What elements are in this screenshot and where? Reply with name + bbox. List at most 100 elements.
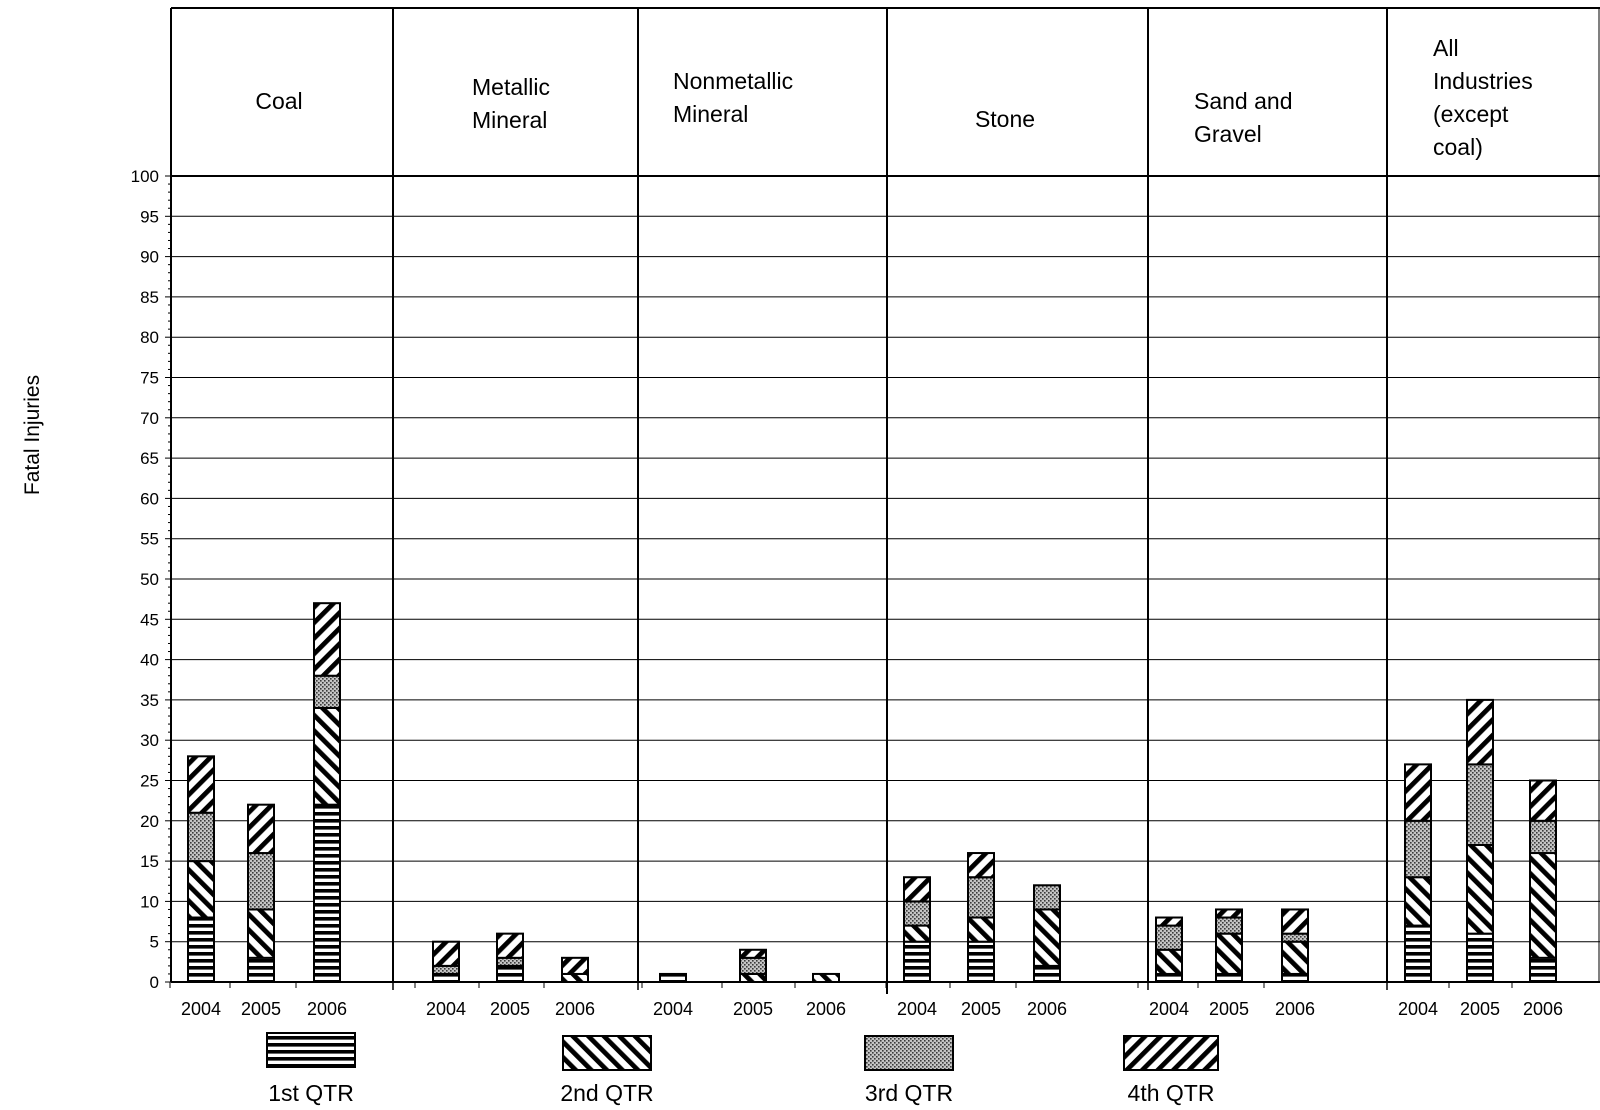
bar-segment-sand-and-gravel-2004-1st-qtr — [1155, 972, 1183, 984]
bar-segment-stone-2006-2nd-qtr — [1033, 908, 1061, 967]
group-header-line: Coal — [255, 88, 302, 114]
bar-segment-all-industries-except-coal-2004-1st-qtr — [1404, 924, 1432, 984]
bar-segment-all-industries-except-coal-2004-2nd-qtr — [1404, 876, 1432, 927]
bar-segment-sand-and-gravel-2004-2nd-qtr — [1155, 948, 1183, 975]
bar-segment-coal-2004-4th-qtr — [187, 755, 215, 814]
x-tick-label-2005: 2005 — [241, 999, 281, 1019]
bar-segment-stone-2004-2nd-qtr — [903, 924, 931, 943]
bar-segment-all-industries-except-coal-2005-2nd-qtr — [1466, 843, 1494, 935]
bar-segment-coal-2005-3rd-qtr — [247, 852, 275, 911]
group-header-line: Mineral — [673, 101, 748, 127]
y-axis: 0 5 10 15 20 25 30 35 40 45 50 55 60 65 70 75 80 85 90 95 10… — [131, 167, 171, 992]
bar-segment-all-industries-except-coal-2006-3rd-qtr — [1529, 819, 1557, 855]
bar-segment-metallic-mineral-2004-3rd-qtr — [432, 964, 460, 975]
group-headers: Coal Metallic Mineral Nonmetallic Mineral Sto… — [255, 35, 1532, 160]
group-header-stone: Stone — [975, 106, 1035, 132]
legend: 1st QTR 2nd QTR 3rd QTR 4th QTR — [266, 1032, 1219, 1106]
group-header-coal: Coal — [255, 88, 302, 114]
y-tick-label: 100 — [131, 167, 159, 186]
x-tick-label-2004: 2004 — [426, 999, 466, 1019]
y-tick-label: 15 — [140, 852, 159, 871]
legend-swatch-1st-qtr — [266, 1032, 356, 1068]
y-tick-label: 5 — [150, 933, 159, 952]
bar-segment-metallic-mineral-2004-1st-qtr — [432, 972, 460, 984]
bar-segment-all-industries-except-coal-2006-4th-qtr — [1529, 779, 1557, 822]
group-header-line: Stone — [975, 106, 1035, 132]
bar-segment-sand-and-gravel-2006-4th-qtr — [1281, 908, 1309, 935]
y-tick-label: 95 — [140, 207, 159, 226]
y-tick-label: 85 — [140, 288, 159, 307]
x-tick-label-2005: 2005 — [961, 999, 1001, 1019]
chart-frame — [170, 7, 1600, 994]
x-tick-label-2005: 2005 — [1209, 999, 1249, 1019]
group-header-line: Sand and — [1194, 88, 1292, 114]
bar-segment-coal-2004-2nd-qtr — [187, 860, 215, 919]
group-header-line: Nonmetallic — [673, 68, 793, 94]
y-tick-label: 80 — [140, 328, 159, 347]
bar-segment-all-industries-except-coal-2005-4th-qtr — [1466, 698, 1494, 766]
legend-label-1st-qtr: 1st QTR — [268, 1080, 354, 1106]
y-tick-label: 50 — [140, 570, 159, 589]
x-tick-label-2006: 2006 — [307, 999, 347, 1019]
x-tick-label-2004: 2004 — [1149, 999, 1189, 1019]
x-tick-label-2006: 2006 — [1027, 999, 1067, 1019]
bar-segment-stone-2004-3rd-qtr — [903, 900, 931, 927]
y-tick-label: 75 — [140, 369, 159, 388]
x-tick-label-2005: 2005 — [1460, 999, 1500, 1019]
bar-segment-coal-2006-1st-qtr — [313, 803, 341, 983]
group-header-line: (except — [1433, 101, 1509, 127]
x-tick-label-2006: 2006 — [1523, 999, 1563, 1019]
bar-segment-all-industries-except-coal-2006-2nd-qtr — [1529, 852, 1557, 959]
y-tick-label: 70 — [140, 409, 159, 428]
y-tick-label: 20 — [140, 812, 159, 831]
x-axis: 2004 2005 2006 2004 2005 2006 2004 2005 2006 2004… — [169, 982, 1563, 1019]
gridlines — [171, 175, 1600, 943]
bar-segment-sand-and-gravel-2005-1st-qtr — [1215, 972, 1243, 984]
bar-segment-metallic-mineral-2005-1st-qtr — [496, 964, 524, 984]
group-header-line: Mineral — [472, 107, 547, 133]
bar-segment-metallic-mineral-2005-4th-qtr — [496, 932, 524, 959]
x-tick-label-2006: 2006 — [555, 999, 595, 1019]
legend-label-2nd-qtr: 2nd QTR — [560, 1080, 653, 1106]
bar-segment-stone-2005-4th-qtr — [967, 852, 995, 879]
x-tick-label-2004: 2004 — [897, 999, 937, 1019]
bar-segment-metallic-mineral-2006-2nd-qtr — [561, 972, 589, 984]
bar-segment-all-industries-except-coal-2004-3rd-qtr — [1404, 819, 1432, 879]
bar-segment-coal-2005-1st-qtr — [247, 956, 275, 984]
bar-segment-sand-and-gravel-2006-3rd-qtr — [1281, 932, 1309, 943]
y-tick-label: 40 — [140, 651, 159, 670]
bar-segment-sand-and-gravel-2005-3rd-qtr — [1215, 916, 1243, 935]
bar-segment-stone-2005-1st-qtr — [967, 940, 995, 984]
bar-segment-sand-and-gravel-2004-3rd-qtr — [1155, 924, 1183, 951]
bar-segment-coal-2006-3rd-qtr — [313, 674, 341, 709]
group-header-sand-and-gravel: Sand and Gravel — [1194, 88, 1292, 147]
y-tick-label: 30 — [140, 731, 159, 750]
y-tick-label: 35 — [140, 691, 159, 710]
legend-swatch-3rd-qtr — [864, 1035, 954, 1071]
legend-swatch-2nd-qtr — [562, 1035, 652, 1071]
legend-label-4th-qtr: 4th QTR — [1128, 1080, 1215, 1106]
bar-segment-stone-2005-3rd-qtr — [967, 876, 995, 919]
bar-segment-stone-2004-1st-qtr — [903, 940, 931, 984]
y-tick-label: 65 — [140, 449, 159, 468]
bar-segment-nonmetallic-mineral-2005-2nd-qtr — [739, 972, 767, 984]
bar-segment-sand-and-gravel-2006-1st-qtr — [1281, 972, 1309, 984]
bar-segment-coal-2005-4th-qtr — [247, 803, 275, 855]
bar-segment-all-industries-except-coal-2005-3rd-qtr — [1466, 763, 1494, 846]
bar-segment-metallic-mineral-2006-4th-qtr — [561, 956, 589, 975]
y-tick-label: 25 — [140, 772, 159, 791]
x-tick-label-2005: 2005 — [490, 999, 530, 1019]
bar-segment-coal-2006-2nd-qtr — [313, 706, 341, 806]
bar-segment-metallic-mineral-2004-4th-qtr — [432, 940, 460, 967]
bar-segment-coal-2004-1st-qtr — [187, 916, 215, 984]
bar-segment-sand-and-gravel-2006-2nd-qtr — [1281, 940, 1309, 975]
bar-segment-sand-and-gravel-2005-4th-qtr — [1215, 908, 1243, 919]
y-tick-label: 0 — [150, 973, 159, 992]
x-tick-label-2004: 2004 — [181, 999, 221, 1019]
y-tick-label: 55 — [140, 530, 159, 549]
legend-label-3rd-qtr: 3rd QTR — [865, 1080, 953, 1106]
group-header-metallic-mineral: Metallic Mineral — [472, 74, 550, 133]
bar-segment-nonmetallic-mineral-2004-1st-qtr — [659, 972, 687, 984]
group-header-line: Gravel — [1194, 121, 1262, 147]
